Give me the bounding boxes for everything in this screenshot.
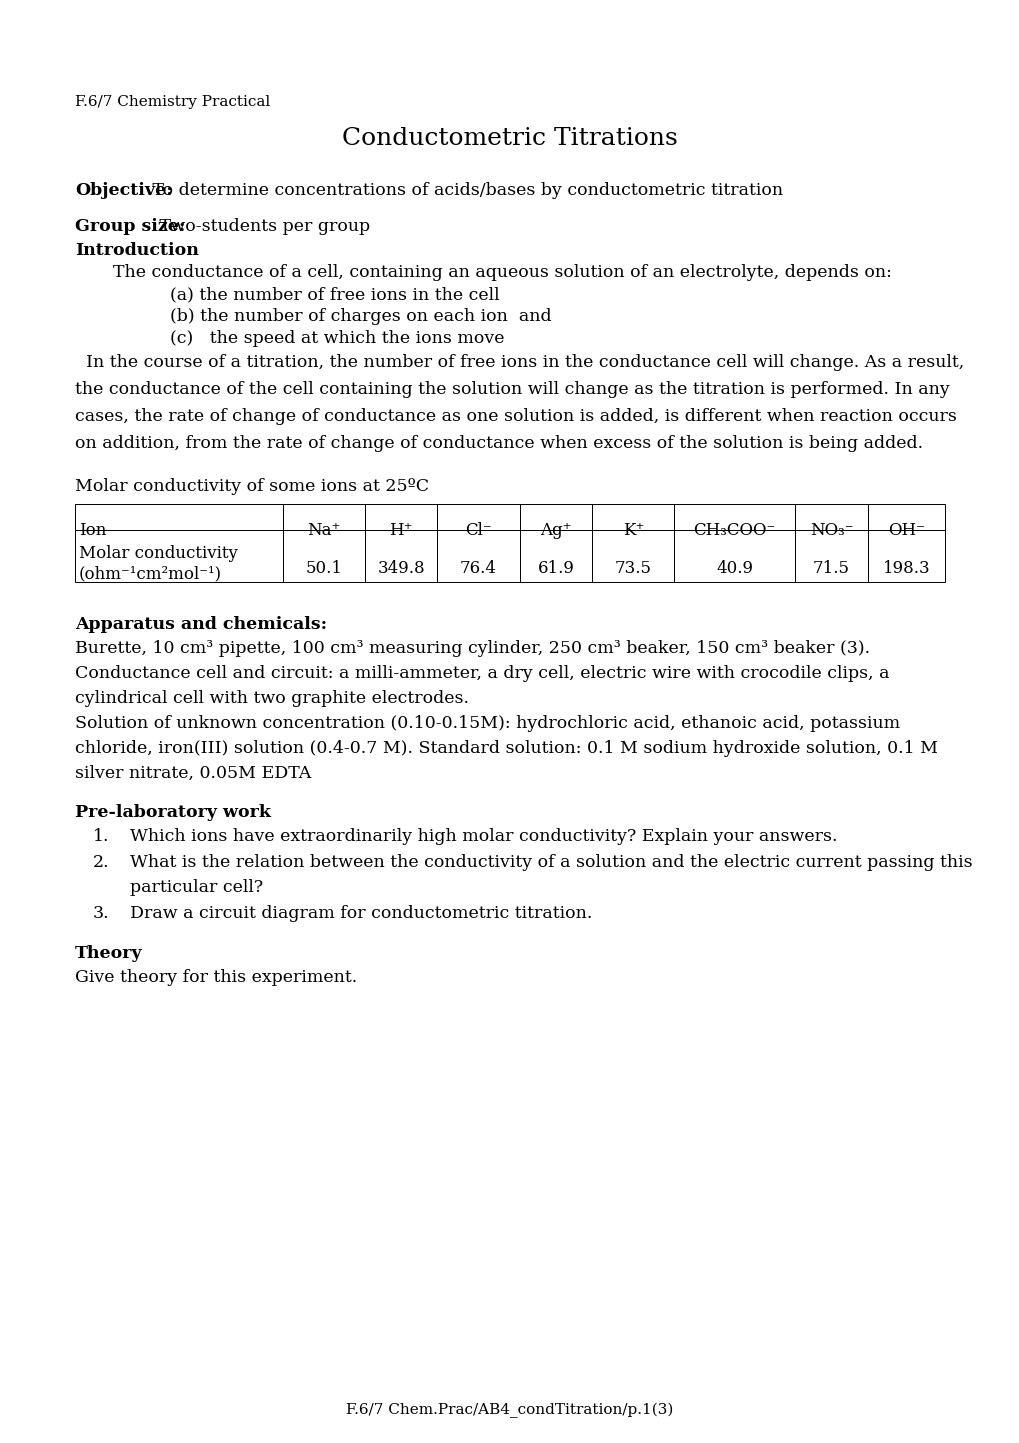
Text: 2.: 2. bbox=[93, 854, 109, 872]
Text: Group size:: Group size: bbox=[75, 218, 185, 235]
Text: chloride, iron(III) solution (0.4-0.7 M). Standard solution: 0.1 M sodium hydrox: chloride, iron(III) solution (0.4-0.7 M)… bbox=[75, 740, 937, 758]
Text: Burette, 10 cm³ pipette, 100 cm³ measuring cylinder, 250 cm³ beaker, 150 cm³ bea: Burette, 10 cm³ pipette, 100 cm³ measuri… bbox=[75, 641, 869, 657]
Text: Molar conductivity: Molar conductivity bbox=[78, 545, 237, 561]
Text: 71.5: 71.5 bbox=[812, 560, 849, 577]
Text: 198.3: 198.3 bbox=[881, 560, 929, 577]
Text: K⁺: K⁺ bbox=[622, 522, 643, 540]
Bar bbox=[365, 504, 437, 530]
Bar bbox=[519, 504, 592, 530]
Bar bbox=[437, 504, 519, 530]
Text: The conductance of a cell, containing an aqueous solution of an electrolyte, dep: The conductance of a cell, containing an… bbox=[113, 264, 891, 281]
Text: 61.9: 61.9 bbox=[537, 560, 574, 577]
Bar bbox=[867, 504, 944, 530]
Text: H⁺: H⁺ bbox=[389, 522, 413, 540]
Text: Conductance cell and circuit: a milli-ammeter, a dry cell, electric wire with cr: Conductance cell and circuit: a milli-am… bbox=[75, 665, 889, 683]
Bar bbox=[365, 530, 437, 582]
Bar bbox=[674, 504, 795, 530]
Text: Ag⁺: Ag⁺ bbox=[540, 522, 571, 540]
Text: Two-students per group: Two-students per group bbox=[154, 218, 370, 235]
Text: 3.: 3. bbox=[93, 905, 109, 922]
Bar bbox=[592, 530, 674, 582]
Text: Give theory for this experiment.: Give theory for this experiment. bbox=[75, 970, 357, 986]
Bar bbox=[795, 504, 867, 530]
Text: 349.8: 349.8 bbox=[377, 560, 425, 577]
Text: on addition, from the rate of change of conductance when excess of the solution : on addition, from the rate of change of … bbox=[75, 434, 922, 452]
Bar bbox=[592, 504, 674, 530]
Text: Introduction: Introduction bbox=[75, 242, 199, 258]
Text: OH⁻: OH⁻ bbox=[887, 522, 924, 540]
Bar bbox=[519, 530, 592, 582]
Text: Which ions have extraordinarily high molar conductivity? Explain your answers.: Which ions have extraordinarily high mol… bbox=[129, 828, 837, 846]
Bar bbox=[75, 504, 282, 530]
Text: Ion: Ion bbox=[78, 522, 106, 540]
Text: (b) the number of charges on each ion  and: (b) the number of charges on each ion an… bbox=[170, 307, 551, 325]
Text: (a) the number of free ions in the cell: (a) the number of free ions in the cell bbox=[170, 286, 499, 303]
Bar bbox=[795, 530, 867, 582]
Bar bbox=[437, 530, 519, 582]
Text: CH₃COO⁻: CH₃COO⁻ bbox=[693, 522, 775, 540]
Text: (ohm⁻¹cm²mol⁻¹): (ohm⁻¹cm²mol⁻¹) bbox=[78, 566, 222, 582]
Text: To determine concentrations of acids/bases by conductometric titration: To determine concentrations of acids/bas… bbox=[147, 182, 783, 199]
Bar bbox=[282, 530, 365, 582]
Text: What is the relation between the conductivity of a solution and the electric cur: What is the relation between the conduct… bbox=[129, 854, 972, 872]
Text: In the course of a titration, the number of free ions in the conductance cell wi: In the course of a titration, the number… bbox=[75, 354, 963, 371]
Text: F.6/7 Chem.Prac/AB4_condTitration/p.1(3): F.6/7 Chem.Prac/AB4_condTitration/p.1(3) bbox=[346, 1403, 673, 1418]
Text: particular cell?: particular cell? bbox=[129, 879, 263, 896]
Text: NO₃⁻: NO₃⁻ bbox=[809, 522, 852, 540]
Text: silver nitrate, 0.05M EDTA: silver nitrate, 0.05M EDTA bbox=[75, 765, 311, 782]
Text: cylindrical cell with two graphite electrodes.: cylindrical cell with two graphite elect… bbox=[75, 690, 469, 707]
Text: Apparatus and chemicals:: Apparatus and chemicals: bbox=[75, 616, 327, 633]
Text: the conductance of the cell containing the solution will change as the titration: the conductance of the cell containing t… bbox=[75, 381, 949, 398]
Text: cases, the rate of change of conductance as one solution is added, is different : cases, the rate of change of conductance… bbox=[75, 408, 956, 426]
Text: Na⁺: Na⁺ bbox=[307, 522, 340, 540]
Text: 50.1: 50.1 bbox=[305, 560, 342, 577]
Bar bbox=[674, 530, 795, 582]
Text: 76.4: 76.4 bbox=[460, 560, 496, 577]
Text: Pre-laboratory work: Pre-laboratory work bbox=[75, 804, 271, 821]
Bar bbox=[867, 530, 944, 582]
Text: Molar conductivity of some ions at 25ºC: Molar conductivity of some ions at 25ºC bbox=[75, 478, 429, 495]
Bar bbox=[75, 530, 282, 582]
Text: F.6/7 Chemistry Practical: F.6/7 Chemistry Practical bbox=[75, 95, 270, 110]
Text: Conductometric Titrations: Conductometric Titrations bbox=[341, 127, 678, 150]
Bar bbox=[282, 504, 365, 530]
Text: Theory: Theory bbox=[75, 945, 143, 962]
Text: 1.: 1. bbox=[93, 828, 109, 846]
Text: Solution of unknown concentration (0.10-0.15M): hydrochloric acid, ethanoic acid: Solution of unknown concentration (0.10-… bbox=[75, 714, 899, 732]
Text: Draw a circuit diagram for conductometric titration.: Draw a circuit diagram for conductometri… bbox=[129, 905, 592, 922]
Text: (c)   the speed at which the ions move: (c) the speed at which the ions move bbox=[170, 330, 504, 346]
Text: 40.9: 40.9 bbox=[715, 560, 752, 577]
Text: 73.5: 73.5 bbox=[614, 560, 651, 577]
Text: Objective:: Objective: bbox=[75, 182, 172, 199]
Text: Cl⁻: Cl⁻ bbox=[465, 522, 491, 540]
